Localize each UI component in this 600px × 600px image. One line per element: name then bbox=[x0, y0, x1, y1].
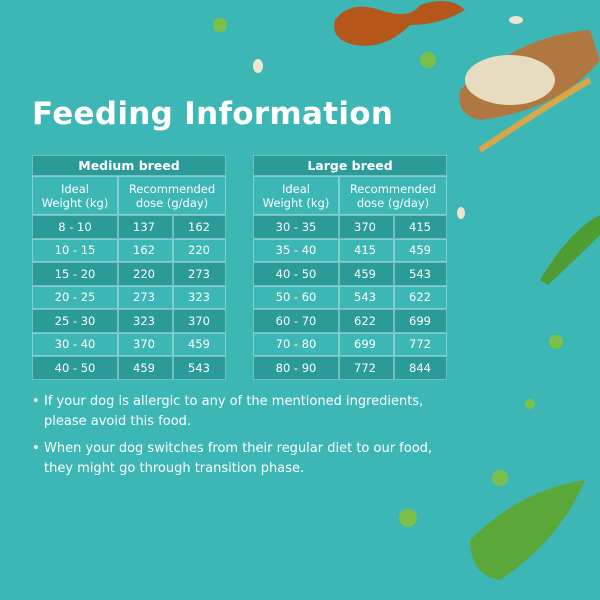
table-cell: 370 bbox=[118, 332, 173, 356]
barley bbox=[465, 55, 555, 105]
column-header: Ideal Weight (kg) bbox=[32, 176, 118, 215]
grain bbox=[253, 59, 263, 73]
table-cell: 622 bbox=[339, 309, 394, 333]
column-header: Recommended dose (g/day) bbox=[118, 176, 226, 215]
table-cell: 459 bbox=[118, 356, 173, 380]
table-cell: 10 - 15 bbox=[32, 238, 118, 262]
column-header: Recommended dose (g/day) bbox=[339, 176, 447, 215]
note: When your dog switches from their regula… bbox=[32, 439, 452, 479]
grain bbox=[457, 207, 465, 219]
table-cell: 50 - 60 bbox=[253, 285, 339, 309]
table-cell: 273 bbox=[173, 262, 226, 286]
table-cell: 162 bbox=[173, 215, 226, 239]
table-title: Medium breed bbox=[32, 155, 226, 176]
table-cell: 220 bbox=[118, 262, 173, 286]
table-cell: 459 bbox=[339, 262, 394, 286]
table-cell: 35 - 40 bbox=[253, 238, 339, 262]
table-cell: 323 bbox=[118, 309, 173, 333]
table-cell: 370 bbox=[339, 215, 394, 239]
table-cell: 40 - 50 bbox=[253, 262, 339, 286]
table-cell: 772 bbox=[394, 332, 447, 356]
pea bbox=[525, 399, 535, 409]
table-cell: 459 bbox=[394, 238, 447, 262]
table-cell: 137 bbox=[118, 215, 173, 239]
title: Feeding Information bbox=[32, 96, 394, 132]
table-cell: 25 - 30 bbox=[32, 309, 118, 333]
table-cell: 8 - 10 bbox=[32, 215, 118, 239]
grain bbox=[509, 16, 523, 24]
table-title: Large breed bbox=[253, 155, 447, 176]
table-cell: 15 - 20 bbox=[32, 262, 118, 286]
wheat bbox=[478, 77, 592, 153]
table-cell: 20 - 25 bbox=[32, 285, 118, 309]
table-cell: 622 bbox=[394, 285, 447, 309]
peapod bbox=[470, 480, 585, 580]
table-cell: 220 bbox=[173, 238, 226, 262]
pea bbox=[549, 335, 563, 349]
table-cell: 844 bbox=[394, 356, 447, 380]
pea bbox=[420, 52, 436, 68]
table-cell: 459 bbox=[173, 332, 226, 356]
table-cell: 543 bbox=[173, 356, 226, 380]
table-cell: 370 bbox=[173, 309, 226, 333]
table-cell: 60 - 70 bbox=[253, 309, 339, 333]
table-cell: 772 bbox=[339, 356, 394, 380]
table-cell: 162 bbox=[118, 238, 173, 262]
table-cell: 70 - 80 bbox=[253, 332, 339, 356]
table-cell: 543 bbox=[339, 285, 394, 309]
table-cell: 273 bbox=[118, 285, 173, 309]
peapod bbox=[540, 215, 600, 285]
notes: If your dog is allergic to any of the me… bbox=[32, 392, 452, 486]
table-cell: 543 bbox=[394, 262, 447, 286]
table-cell: 323 bbox=[173, 285, 226, 309]
column-header: Ideal Weight (kg) bbox=[253, 176, 339, 215]
chicken-leg bbox=[334, 1, 465, 46]
table-cell: 415 bbox=[394, 215, 447, 239]
table-cell: 699 bbox=[339, 332, 394, 356]
table-cell: 30 - 35 bbox=[253, 215, 339, 239]
pea bbox=[213, 18, 227, 32]
table-cell: 40 - 50 bbox=[32, 356, 118, 380]
pea bbox=[399, 509, 417, 527]
table-cell: 415 bbox=[339, 238, 394, 262]
note: If your dog is allergic to any of the me… bbox=[32, 392, 452, 432]
table-cell: 30 - 40 bbox=[32, 332, 118, 356]
table-cell: 699 bbox=[394, 309, 447, 333]
pea bbox=[492, 470, 508, 486]
table-cell: 80 - 90 bbox=[253, 356, 339, 380]
